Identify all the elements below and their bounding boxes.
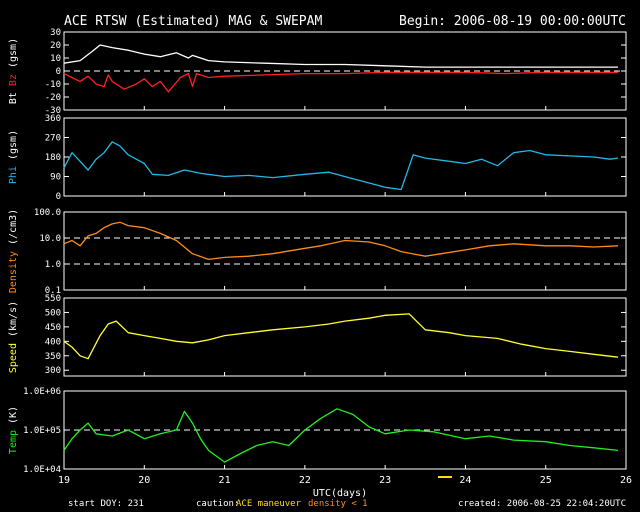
y-axis-label: Speed (km/s) xyxy=(8,301,19,373)
series-line-density xyxy=(63,221,619,261)
y-axis-label-part: Bt xyxy=(8,86,19,104)
x-tick-label: 26 xyxy=(620,475,632,486)
panel-frame xyxy=(63,211,627,291)
y-axis-unit: (/cm3) xyxy=(8,209,19,245)
y-axis-label: Temp (K) xyxy=(8,406,19,454)
y-tick-label: 1.0 xyxy=(45,260,61,270)
y-axis-label: Density (/cm3) xyxy=(8,209,19,293)
y-tick-label: 180 xyxy=(45,153,61,163)
y-tick-label: 1.0E+06 xyxy=(23,387,61,397)
y-axis-unit: (gsm) xyxy=(8,130,19,160)
y-axis-unit: (km/s) xyxy=(8,301,19,337)
density-note: density < 1 xyxy=(308,499,368,509)
panel-density: 100.0 10.0 1.0 0.1 Density (/cm3) xyxy=(8,208,627,296)
y-tick-label: 500 xyxy=(45,308,61,318)
y-axis-unit: (K) xyxy=(8,406,19,424)
panel-phi: 360 270 180 90 0 Phi (gsm) xyxy=(8,114,627,202)
y-tick-label: 20 xyxy=(50,41,61,51)
created-timestamp: created: 2006-08-25 22:04:20UTC xyxy=(458,499,626,509)
panel-frame xyxy=(63,117,627,197)
panel-speed: 550 500 450 400 350 300 Speed (km/s) xyxy=(8,294,627,377)
y-axis-label-part: Speed xyxy=(8,337,19,373)
y-tick-label: 300 xyxy=(45,366,61,376)
begin-timestamp: Begin: 2006-08-19 00:00:00UTC xyxy=(399,14,626,29)
panels-group: 30 20 10 0 -10 -20 -30 Bt Bz (gsm) 360 270 180 90 0 P… xyxy=(8,28,627,475)
y-tick-label: 450 xyxy=(45,323,61,333)
start-doy: start DOY: 231 xyxy=(68,499,144,509)
y-tick-label: 350 xyxy=(45,352,61,362)
y-tick-label: 360 xyxy=(45,114,61,124)
x-tick-label: 23 xyxy=(379,475,391,486)
chart-title: ACE RTSW (Estimated) MAG & SWEPAM xyxy=(64,14,322,29)
series-line-speed xyxy=(63,313,619,360)
y-tick-label: 0.1 xyxy=(45,286,61,296)
y-tick-label: 1.0E+04 xyxy=(23,465,61,475)
y-tick-label: 10.0 xyxy=(39,234,61,244)
caution-label: caution: xyxy=(196,499,239,509)
y-tick-label: 100.0 xyxy=(34,208,61,218)
series-line-phi xyxy=(63,141,619,191)
y-tick-label: 90 xyxy=(50,173,61,183)
panel-mag: 30 20 10 0 -10 -20 -30 Bt Bz (gsm) xyxy=(8,28,627,116)
y-tick-label: 270 xyxy=(45,134,61,144)
x-tick-label: 20 xyxy=(138,475,150,486)
y-axis-label: Phi (gsm) xyxy=(8,130,19,184)
series-line-bz xyxy=(63,71,618,93)
y-tick-label: 10 xyxy=(50,54,61,64)
y-axis-label-part: Density xyxy=(8,245,19,293)
panel-temp: 1.0E+06 1.0E+05 1.0E+04 Temp (K) xyxy=(8,387,627,475)
y-tick-label: 30 xyxy=(50,28,61,38)
y-axis-label-part: Phi xyxy=(8,160,19,184)
y-axis-label-part: Bz xyxy=(8,68,19,86)
y-tick-label: 400 xyxy=(45,337,61,347)
x-axis-label: UTC(days) xyxy=(313,488,367,499)
y-axis-label: Bt Bz (gsm) xyxy=(8,38,19,104)
y-tick-label: 0 xyxy=(56,192,61,202)
y-tick-label: -20 xyxy=(45,93,61,103)
x-tick-label: 22 xyxy=(299,475,311,486)
y-axis-unit: (gsm) xyxy=(8,38,19,68)
x-tick-label: 21 xyxy=(219,475,231,486)
y-tick-label: -10 xyxy=(45,80,61,90)
series-line-temp xyxy=(63,408,619,463)
series-line-bt xyxy=(63,44,618,68)
y-tick-label: 0 xyxy=(56,67,61,77)
x-axis-ticks: 19 20 21 22 23 24 25 26 xyxy=(58,475,632,486)
y-tick-label: 550 xyxy=(45,294,61,304)
ace-maneuver-note: ACE maneuver xyxy=(236,499,302,509)
panel-frame xyxy=(63,297,627,377)
x-tick-label: 19 xyxy=(58,475,70,486)
y-axis-label-part: Temp xyxy=(8,424,19,454)
y-tick-label: -30 xyxy=(45,106,61,116)
y-tick-label: 1.0E+05 xyxy=(23,426,61,436)
x-tick-label: 24 xyxy=(459,475,471,486)
x-tick-label: 25 xyxy=(540,475,552,486)
